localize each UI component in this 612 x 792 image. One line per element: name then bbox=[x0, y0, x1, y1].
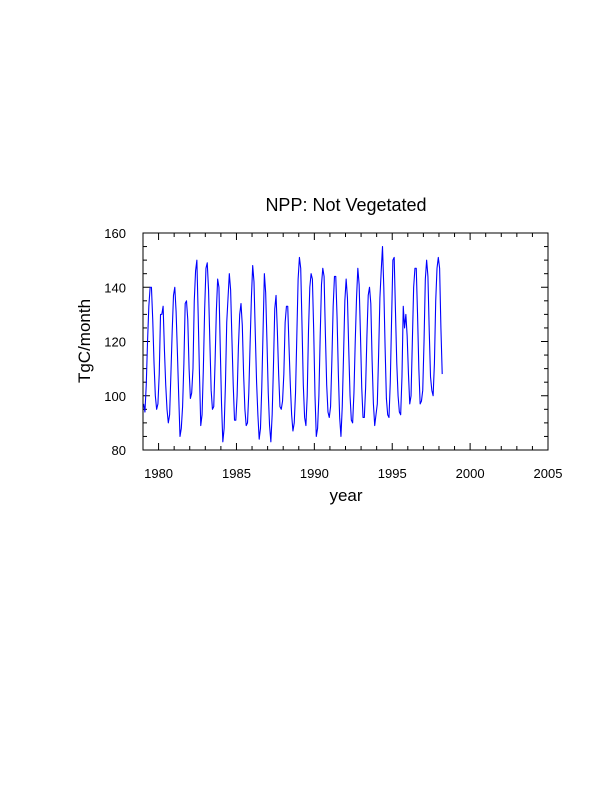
y-tick-label: 160 bbox=[104, 226, 126, 241]
y-axis-label: TgC/month bbox=[75, 299, 94, 383]
x-tick-label: 1990 bbox=[300, 466, 329, 481]
tick-labels: 1980 1985 1990 1995 2000 2005 80 100 120 140 160 bbox=[104, 226, 562, 481]
x-axis-label: year bbox=[329, 486, 362, 505]
axis-ticks bbox=[142, 232, 549, 451]
y-tick-label: 120 bbox=[104, 335, 126, 350]
x-tick-label: 1995 bbox=[378, 466, 407, 481]
x-tick-label: 1985 bbox=[222, 466, 251, 481]
y-tick-label: 140 bbox=[104, 280, 126, 295]
x-tick-label: 2000 bbox=[456, 466, 485, 481]
x-tick-label: 1980 bbox=[144, 466, 173, 481]
plot-frame bbox=[142, 232, 549, 451]
y-tick-label: 80 bbox=[112, 443, 126, 458]
series-line-npp bbox=[143, 246, 443, 443]
x-tick-label: 2005 bbox=[534, 466, 563, 481]
chart-title: NPP: Not Vegetated bbox=[265, 195, 426, 215]
y-tick-label: 100 bbox=[104, 389, 126, 404]
